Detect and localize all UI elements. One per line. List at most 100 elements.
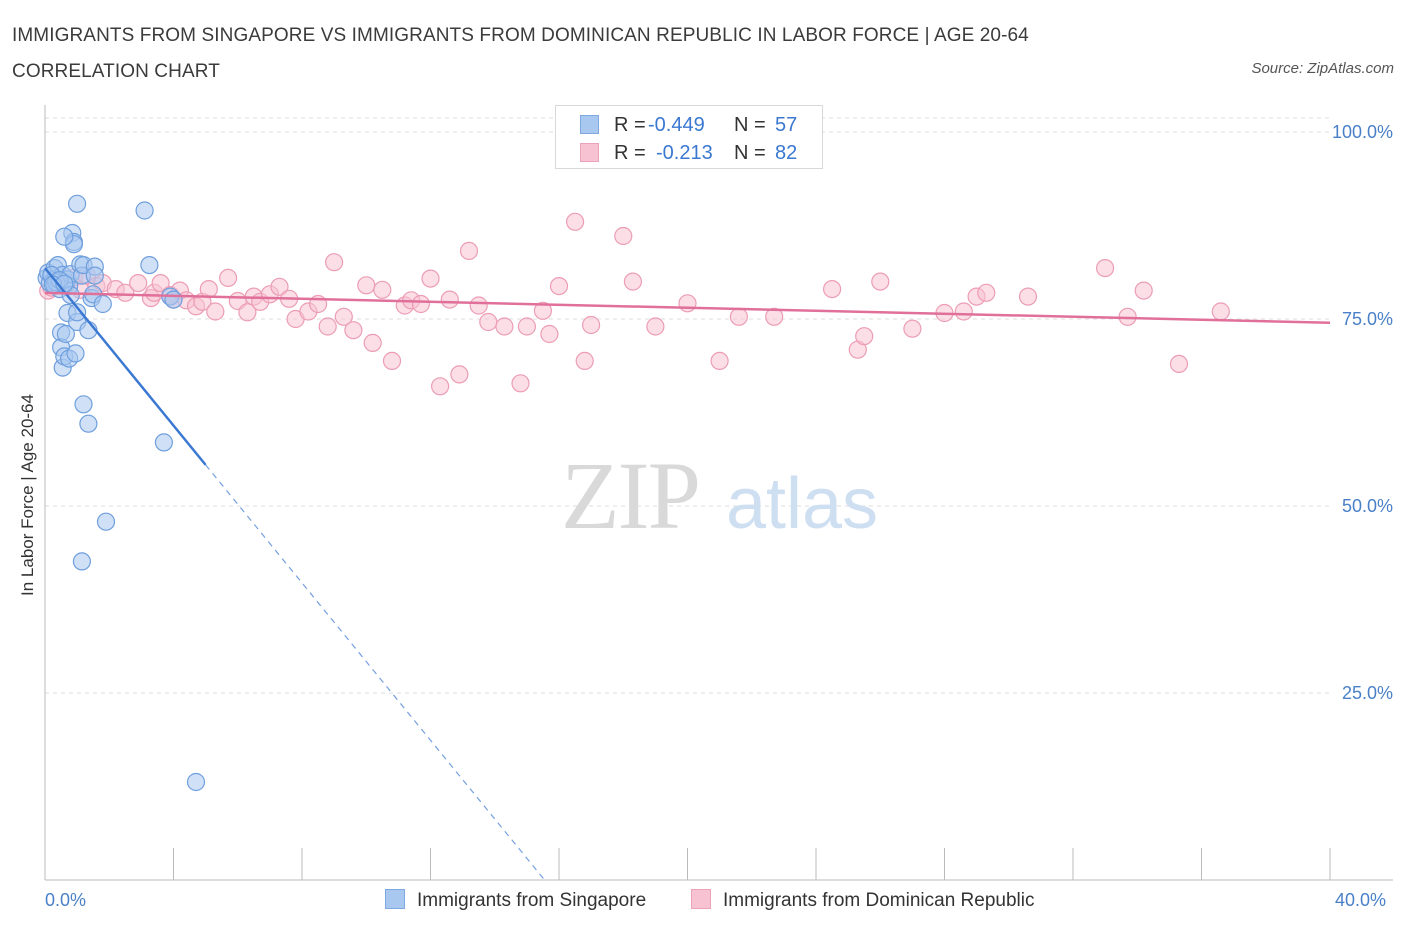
trend-line-singapore — [44, 267, 207, 466]
series-legend-swatch-singapore — [385, 889, 405, 909]
data-point — [855, 327, 874, 346]
data-point — [431, 377, 450, 396]
data-point — [459, 241, 479, 260]
data-point — [1211, 302, 1230, 321]
data-point — [186, 772, 206, 792]
series-legend-singapore: Immigrants from Singapore — [385, 889, 646, 912]
data-point — [67, 303, 87, 322]
series-legend-label-dominican: Immigrants from Dominican Republic — [723, 890, 1035, 911]
data-point — [411, 294, 430, 314]
data-point — [450, 365, 469, 384]
data-point — [822, 280, 842, 299]
source-label: Source: ZipAtlas.com — [1251, 60, 1394, 77]
series-legend-label-singapore: Immigrants from Singapore — [417, 890, 647, 911]
data-point — [581, 315, 601, 335]
data-point — [495, 317, 514, 336]
data-point — [96, 512, 116, 531]
legend-r-value: -0.213 — [656, 142, 713, 164]
data-point — [318, 317, 337, 336]
data-point — [614, 226, 633, 246]
y-tick-label: 75.0% — [1342, 309, 1393, 329]
data-point — [871, 272, 890, 291]
data-point — [549, 277, 569, 296]
data-point — [1134, 281, 1153, 300]
series-legend-dominican: Immigrants from Dominican Republic — [691, 889, 1035, 912]
data-point — [79, 414, 98, 433]
series-dominican — [39, 212, 1230, 396]
data-point — [151, 274, 170, 293]
data-point — [903, 319, 922, 338]
data-point — [511, 374, 530, 393]
gridlines — [45, 117, 1330, 694]
data-point — [1018, 287, 1038, 306]
data-point — [164, 290, 183, 309]
legend-n-value: 57 — [775, 114, 798, 136]
y-tick-labels: 100.0% 75.0% 50.0% 25.0% — [1332, 122, 1393, 703]
trend-layer — [44, 267, 1331, 883]
data-point — [325, 253, 344, 272]
data-point — [678, 294, 697, 313]
legend-n-label: N = — [734, 114, 766, 136]
data-point — [1095, 259, 1115, 278]
x-tick-label-min: 0.0% — [45, 890, 87, 910]
data-point — [1169, 354, 1189, 373]
data-point — [154, 433, 173, 452]
data-point — [421, 269, 440, 288]
data-point — [238, 303, 257, 322]
data-point — [72, 552, 92, 571]
data-point — [129, 274, 148, 293]
data-point — [575, 351, 594, 370]
watermark-atlas: atlas — [726, 464, 878, 544]
data-point — [219, 268, 238, 287]
chart-title: IMMIGRANTS FROM SINGAPORE VS IMMIGRANTS … — [12, 25, 1029, 82]
series-legend-swatch-dominican — [691, 889, 711, 909]
data-point — [954, 302, 973, 321]
data-point — [55, 227, 74, 246]
data-point — [140, 256, 159, 275]
data-point — [334, 307, 353, 326]
data-point — [344, 321, 363, 340]
data-point — [93, 294, 112, 314]
data-point — [540, 324, 559, 344]
data-point — [977, 283, 996, 302]
y-tick-label: 50.0% — [1342, 496, 1393, 516]
data-point — [74, 395, 93, 414]
legend-n-value: 82 — [775, 142, 798, 164]
y-tick-label: 25.0% — [1342, 683, 1393, 703]
data-point — [765, 307, 784, 326]
axes — [44, 105, 1393, 881]
data-point — [66, 344, 85, 363]
data-point — [67, 194, 87, 213]
legend-r-value: -0.449 — [648, 114, 705, 136]
data-point — [363, 333, 382, 352]
x-tick-label-max: 40.0% — [1335, 890, 1387, 910]
data-point — [85, 266, 104, 285]
data-point — [56, 324, 76, 344]
data-point — [357, 276, 376, 295]
data-point — [565, 212, 585, 231]
data-point — [533, 301, 553, 320]
legend-r-label: R = — [614, 114, 646, 136]
trend-line-dominican — [44, 291, 1331, 324]
data-point — [440, 290, 459, 309]
data-point — [135, 201, 154, 220]
data-point — [517, 317, 537, 336]
data-point — [199, 280, 218, 299]
data-point — [373, 280, 392, 299]
data-point — [116, 283, 135, 302]
watermark-zip: ZIP — [561, 442, 699, 549]
data-point — [206, 302, 225, 321]
legend-r-label: R = — [614, 142, 646, 164]
correlation-legend: R = -0.449 N = 57 R = -0.213 N = 82 — [555, 105, 823, 169]
legend-swatch-dominican — [580, 143, 599, 162]
trend-line-singapore-extension — [205, 464, 547, 883]
data-point — [382, 351, 402, 370]
data-point — [469, 296, 488, 315]
legend-n-label: N = — [734, 142, 766, 164]
data-point — [623, 272, 643, 291]
legend-swatch-singapore — [580, 115, 599, 134]
data-point — [479, 312, 498, 332]
data-point — [729, 307, 749, 326]
data-point — [710, 351, 729, 370]
y-tick-label: 100.0% — [1332, 122, 1393, 142]
